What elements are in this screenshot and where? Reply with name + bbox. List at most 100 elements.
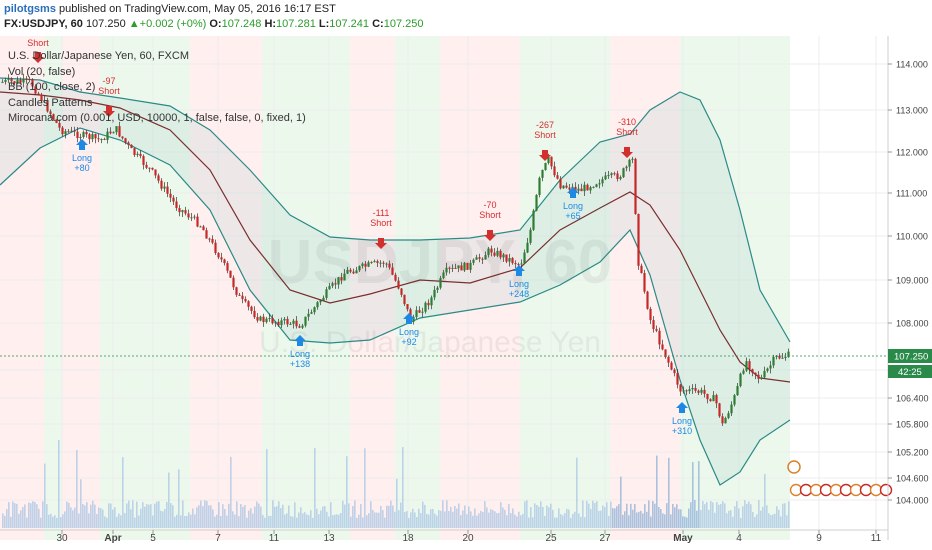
candle-body[interactable] bbox=[70, 130, 73, 132]
candle-body[interactable] bbox=[745, 361, 748, 371]
candle-body[interactable] bbox=[784, 357, 787, 359]
bollinger-upper-band[interactable] bbox=[0, 77, 791, 343]
candle-body[interactable] bbox=[121, 136, 124, 139]
candle-body[interactable] bbox=[508, 258, 511, 262]
candle-body[interactable] bbox=[256, 317, 259, 321]
indicator-line[interactable]: U.S. Dollar/Japanese Yen, 60, FXCM bbox=[8, 50, 189, 62]
candle-body[interactable] bbox=[235, 287, 238, 295]
candle-body[interactable] bbox=[520, 263, 523, 265]
candle-body[interactable] bbox=[34, 86, 37, 94]
candle-body[interactable] bbox=[694, 387, 697, 391]
author-name[interactable]: pilotgsms bbox=[4, 3, 56, 15]
indicator-line[interactable]: Candles Patterns bbox=[8, 96, 93, 109]
candle-body[interactable] bbox=[151, 167, 154, 170]
candle-body[interactable] bbox=[31, 79, 34, 87]
candle-body[interactable] bbox=[514, 263, 517, 265]
candle-body[interactable] bbox=[724, 417, 727, 424]
candle-body[interactable] bbox=[493, 252, 496, 256]
candle-body[interactable] bbox=[223, 259, 226, 264]
candle-body[interactable] bbox=[634, 158, 637, 214]
candle-body[interactable] bbox=[277, 321, 280, 326]
candle-body[interactable] bbox=[667, 357, 670, 363]
candle-body[interactable] bbox=[388, 263, 391, 268]
candle-body[interactable] bbox=[511, 258, 514, 264]
candle-body[interactable] bbox=[577, 188, 580, 191]
candle-body[interactable] bbox=[763, 370, 766, 378]
candle-body[interactable] bbox=[187, 213, 190, 218]
short-arrow-icon[interactable] bbox=[375, 238, 387, 249]
candle-body[interactable] bbox=[451, 267, 454, 269]
candle-body[interactable] bbox=[106, 131, 109, 140]
candle-body[interactable] bbox=[778, 355, 781, 359]
candle-body[interactable] bbox=[496, 250, 499, 256]
candle-body[interactable] bbox=[733, 395, 736, 405]
candle-body[interactable] bbox=[682, 390, 685, 392]
candle-body[interactable] bbox=[160, 180, 163, 189]
short-arrow-icon[interactable] bbox=[484, 230, 496, 241]
long-arrow-icon[interactable] bbox=[513, 265, 525, 276]
short-arrow-icon[interactable] bbox=[621, 147, 633, 158]
candle-body[interactable] bbox=[217, 253, 220, 258]
candle-body[interactable] bbox=[574, 186, 577, 191]
candle-body[interactable] bbox=[721, 416, 724, 424]
candle-body[interactable] bbox=[163, 186, 166, 189]
candle-body[interactable] bbox=[613, 173, 616, 175]
candle-body[interactable] bbox=[748, 361, 751, 370]
candle-body[interactable] bbox=[715, 395, 718, 404]
candle-body[interactable] bbox=[658, 330, 661, 345]
candle-body[interactable] bbox=[166, 186, 169, 194]
indicator-line[interactable]: Mirocana.com (0.001, USD, 10000, 1, fals… bbox=[8, 112, 306, 124]
candle-body[interactable] bbox=[49, 111, 52, 115]
candle-body[interactable] bbox=[565, 185, 568, 188]
candle-body[interactable] bbox=[706, 393, 709, 400]
candle-body[interactable] bbox=[685, 390, 688, 392]
long-arrow-icon[interactable] bbox=[567, 187, 579, 198]
candle-body[interactable] bbox=[526, 242, 529, 253]
candle-body[interactable] bbox=[346, 269, 349, 274]
candle-body[interactable] bbox=[481, 258, 484, 260]
candle-body[interactable] bbox=[754, 372, 757, 375]
candle-body[interactable] bbox=[79, 136, 82, 138]
candle-body[interactable] bbox=[361, 263, 364, 267]
candle-body[interactable] bbox=[637, 213, 640, 266]
candle-body[interactable] bbox=[625, 166, 628, 169]
candle-body[interactable] bbox=[4, 79, 7, 82]
candle-body[interactable] bbox=[478, 257, 481, 259]
candle-body[interactable] bbox=[109, 131, 112, 134]
candle-body[interactable] bbox=[229, 270, 232, 278]
candle-body[interactable] bbox=[490, 248, 493, 253]
candle-body[interactable] bbox=[286, 318, 289, 325]
candle-body[interactable] bbox=[433, 289, 436, 298]
candle-body[interactable] bbox=[232, 277, 235, 288]
candle-body[interactable] bbox=[400, 288, 403, 295]
candle-body[interactable] bbox=[325, 289, 328, 298]
candle-body[interactable] bbox=[742, 370, 745, 374]
candle-body[interactable] bbox=[316, 302, 319, 308]
candle-body[interactable] bbox=[358, 266, 361, 271]
candle-body[interactable] bbox=[676, 373, 679, 385]
candle-body[interactable] bbox=[244, 299, 247, 302]
candle-body[interactable] bbox=[76, 131, 79, 138]
event-flag-icon[interactable] bbox=[787, 460, 801, 474]
candle-body[interactable] bbox=[397, 280, 400, 289]
candle-body[interactable] bbox=[445, 267, 448, 273]
candle-body[interactable] bbox=[601, 179, 604, 184]
candle-body[interactable] bbox=[463, 262, 466, 271]
candle-body[interactable] bbox=[454, 267, 457, 269]
candle-body[interactable] bbox=[541, 169, 544, 178]
candle-body[interactable] bbox=[349, 269, 352, 272]
candle-body[interactable] bbox=[487, 248, 490, 256]
candle-body[interactable] bbox=[421, 311, 424, 313]
candle-body[interactable] bbox=[727, 413, 730, 418]
candle-body[interactable] bbox=[424, 302, 427, 312]
candle-body[interactable] bbox=[607, 175, 610, 177]
candle-body[interactable] bbox=[184, 210, 187, 214]
candle-body[interactable] bbox=[730, 404, 733, 414]
candle-body[interactable] bbox=[583, 184, 586, 192]
candle-body[interactable] bbox=[355, 270, 358, 274]
candle-body[interactable] bbox=[289, 323, 292, 325]
candle-body[interactable] bbox=[274, 321, 277, 324]
candle-body[interactable] bbox=[376, 261, 379, 263]
candle-body[interactable] bbox=[535, 194, 538, 211]
candle-body[interactable] bbox=[313, 307, 316, 313]
